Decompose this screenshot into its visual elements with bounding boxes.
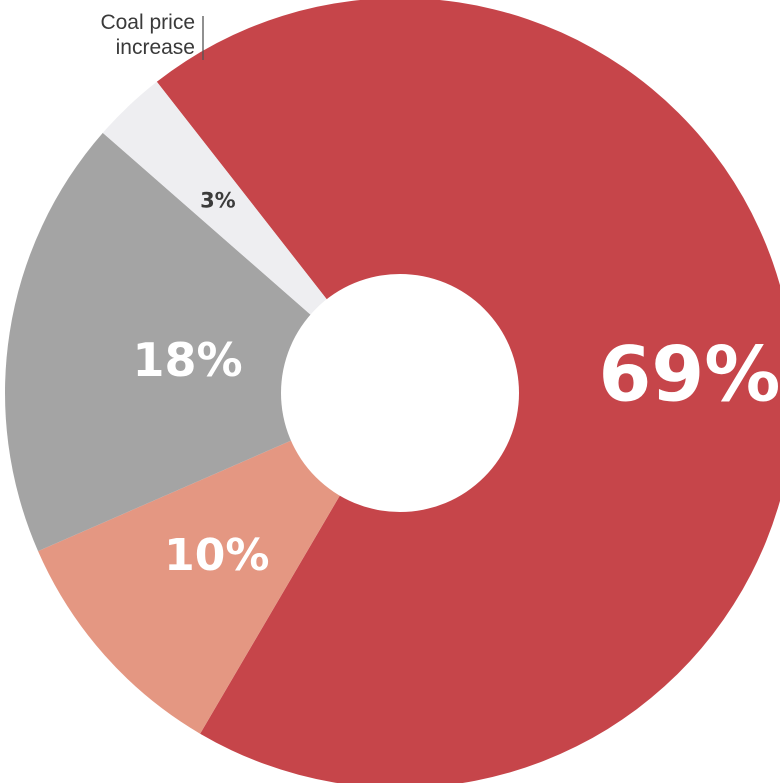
callout-label-line1: Coal price xyxy=(100,11,195,34)
donut-hole xyxy=(281,274,519,512)
slice-18-percent-label: 18% xyxy=(132,333,242,387)
slice-69-percent-label: 69% xyxy=(598,329,780,418)
slice-value-labels: 69% 10% 18% 3% xyxy=(132,189,780,582)
slice-10-percent xyxy=(38,393,400,734)
callout-label-line2: increase xyxy=(116,36,195,59)
slice-3-percent-label: 3% xyxy=(200,189,236,213)
slice-10-percent-label: 10% xyxy=(164,530,269,581)
slice-18-percent xyxy=(5,132,400,552)
